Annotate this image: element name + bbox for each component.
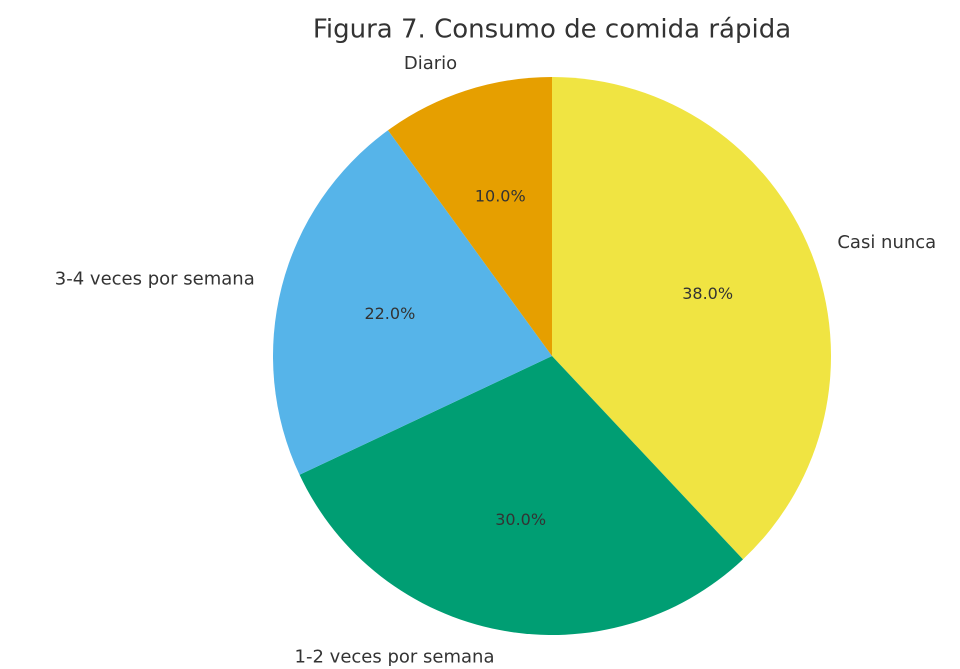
value-label: 30.0% — [495, 510, 546, 529]
pie-slice — [552, 77, 832, 560]
slice-label: Casi nunca — [837, 232, 936, 253]
value-label: 38.0% — [682, 284, 733, 303]
slice-label: Diario — [404, 53, 457, 74]
pie-slice — [299, 356, 743, 636]
chart-title: Figura 7. Consumo de comida rápida — [313, 15, 791, 45]
slice-label: 3-4 veces por semana — [55, 269, 255, 290]
pie-slice — [273, 130, 552, 475]
pie-slice — [388, 77, 552, 356]
value-label: 10.0% — [475, 186, 526, 205]
slice-label: 1-2 veces por semana — [295, 646, 495, 667]
value-label: 22.0% — [364, 304, 415, 323]
